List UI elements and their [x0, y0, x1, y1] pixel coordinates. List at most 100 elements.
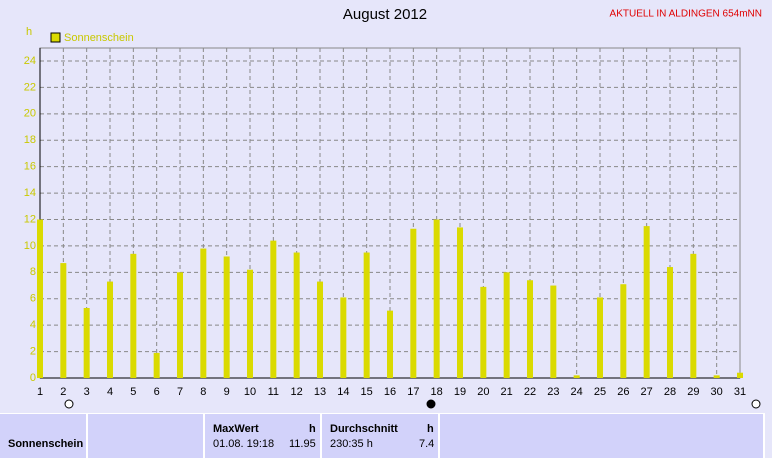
empty-cell	[88, 413, 205, 458]
y-tick-label: 10	[24, 240, 36, 252]
moon-icon	[64, 399, 74, 409]
y-tick-label: 18	[24, 134, 36, 146]
x-tick-label: 10	[244, 386, 256, 398]
x-tick-label: 22	[524, 386, 536, 398]
bar	[387, 310, 393, 378]
bar	[293, 252, 300, 378]
bar	[527, 280, 533, 378]
x-tick-label: 13	[314, 386, 326, 398]
bar	[550, 285, 557, 378]
stat-unit: h	[309, 423, 316, 435]
bar	[60, 263, 67, 378]
bar	[317, 281, 323, 378]
bar	[503, 272, 510, 378]
bar	[270, 240, 277, 378]
x-tick-label: 30	[711, 386, 723, 398]
bar	[340, 297, 347, 378]
x-tick-label: 21	[501, 386, 513, 398]
x-tick-label: 15	[361, 386, 373, 398]
chart-subtitle: AKTUELL IN ALDINGEN 654mNN	[610, 9, 762, 20]
bar	[83, 307, 90, 378]
y-tick-label: 0	[30, 372, 36, 384]
bar	[153, 352, 160, 378]
bar	[643, 226, 650, 378]
x-tick-label: 25	[594, 386, 606, 398]
x-tick-label: 8	[200, 386, 206, 398]
y-tick-label: 8	[30, 266, 36, 278]
row-label: Sonnenschein	[8, 438, 84, 450]
stat-value: 11.95	[289, 438, 316, 450]
bar	[690, 253, 697, 378]
y-tick-label: 6	[30, 293, 36, 305]
x-tick-label: 14	[337, 386, 349, 398]
bar	[620, 284, 627, 378]
bar	[247, 269, 253, 378]
bar	[737, 372, 743, 378]
x-tick-label: 18	[431, 386, 443, 398]
x-tick-label: 19	[454, 386, 466, 398]
x-tick-label: 29	[687, 386, 699, 398]
chart: August 2012 AKTUELL IN ALDINGEN 654mNN h…	[24, 6, 762, 409]
x-tick-label: 17	[407, 386, 419, 398]
bar	[573, 375, 580, 378]
bar	[37, 219, 43, 378]
y-tick-label: 24	[24, 55, 36, 67]
bar	[597, 297, 603, 378]
bar	[177, 272, 183, 378]
bar	[480, 286, 487, 378]
x-tick-label: 5	[130, 386, 136, 398]
bar	[667, 267, 673, 378]
stat-cell: MaxWert h 01.08. 19:18 11.95	[205, 413, 322, 458]
summary-table: Sonnenschein MaxWert h 01.08. 19:18 11.9…	[0, 413, 772, 458]
stat-unit: h	[427, 423, 434, 435]
x-tick-label: 1	[37, 386, 43, 398]
x-tick-label: 26	[617, 386, 629, 398]
stat-date: 230:35 h	[330, 438, 373, 450]
legend-label: Sonnenschein	[64, 32, 134, 44]
x-tick-label: 4	[107, 386, 113, 398]
x-tick-label: 3	[84, 386, 90, 398]
x-tick-label: 6	[154, 386, 160, 398]
x-tick-label: 27	[641, 386, 653, 398]
x-tick-label: 9	[224, 386, 230, 398]
stat-header: Durchschnitt	[330, 423, 398, 435]
x-tick-label: 7	[177, 386, 183, 398]
moon-icon	[426, 399, 436, 409]
bar	[410, 228, 417, 378]
x-tick-label: 2	[60, 386, 66, 398]
x-tick-label: 16	[384, 386, 396, 398]
x-tick-label: 31	[734, 386, 746, 398]
empty-cell	[440, 413, 765, 458]
y-axis-label: h	[26, 26, 32, 38]
moon-icon	[751, 399, 761, 409]
x-tick-label: 28	[664, 386, 676, 398]
bar	[200, 248, 207, 378]
row-label-cell: Sonnenschein	[0, 413, 88, 458]
bar	[713, 375, 720, 378]
bar	[433, 219, 440, 378]
x-tick-label: 23	[547, 386, 559, 398]
chart-title: August 2012	[343, 6, 427, 23]
bar	[457, 227, 463, 378]
y-tick-label: 2	[30, 345, 36, 357]
stat-header: MaxWert	[213, 423, 259, 435]
bar	[107, 281, 113, 378]
y-tick-label: 14	[24, 187, 36, 199]
y-tick-label: 12	[24, 213, 36, 225]
legend-swatch	[50, 32, 61, 43]
y-tick-label: 4	[30, 319, 36, 331]
stat-date: 01.08. 19:18	[213, 438, 275, 450]
bar	[363, 252, 370, 378]
bar	[130, 253, 137, 378]
y-tick-label: 22	[24, 81, 36, 93]
x-tick-label: 20	[477, 386, 489, 398]
stat-cell: Durchschnitt h 230:35 h 7.4	[322, 413, 440, 458]
x-tick-label: 24	[571, 386, 583, 398]
x-tick-label: 12	[291, 386, 303, 398]
x-tick-label: 11	[268, 386, 279, 398]
y-tick-label: 16	[24, 161, 36, 173]
bar	[223, 256, 230, 378]
stat-value: 7.4	[419, 438, 435, 450]
y-tick-label: 20	[24, 108, 36, 120]
